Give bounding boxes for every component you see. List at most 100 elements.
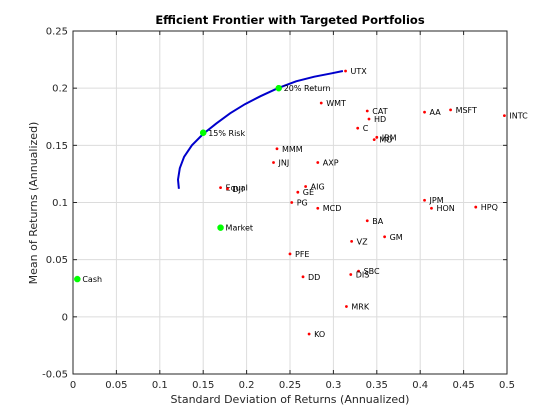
asset-marker: [316, 206, 320, 210]
asset-marker: [423, 110, 426, 114]
asset-marker: [350, 239, 354, 243]
asset-marker: [345, 305, 348, 308]
asset-label: Equal: [226, 184, 248, 193]
asset-point: MSFT: [449, 106, 477, 115]
asset-label: DJI: [233, 185, 244, 194]
asset-marker: [219, 186, 222, 190]
asset-label: WMT: [326, 99, 346, 108]
x-tick-label: 0: [70, 380, 76, 391]
asset-marker: [375, 135, 379, 139]
x-axis-label: Standard Deviation of Returns (Annualize…: [171, 393, 410, 406]
asset-label: GE: [303, 188, 314, 197]
asset-point: JPM: [423, 196, 444, 205]
asset-label: CAT: [372, 107, 387, 116]
asset-point: BA: [365, 217, 384, 226]
asset-marker: [502, 114, 506, 118]
asset-marker: [275, 147, 279, 151]
asset-point: PG: [290, 199, 308, 208]
asset-label: MO: [379, 136, 392, 145]
asset-marker: [301, 275, 305, 279]
asset-label: BA: [372, 217, 383, 226]
asset-marker: [290, 201, 294, 204]
asset-point: Equal: [219, 184, 248, 193]
asset-marker: [383, 235, 387, 239]
targeted-portfolio: 20% Return: [275, 84, 331, 93]
asset-label: SBC: [364, 267, 380, 276]
asset-point: DD: [301, 273, 320, 282]
x-tick-label: 0.35: [366, 380, 388, 391]
asset-point: MCD: [316, 204, 341, 213]
asset-marker: [474, 205, 478, 209]
asset-label: AXP: [323, 158, 339, 167]
y-tick-label: 0.2: [52, 84, 68, 95]
asset-label: GM: [390, 233, 403, 242]
asset-marker: [288, 252, 292, 256]
asset-point: AXP: [316, 158, 339, 167]
asset-label: MMM: [282, 145, 303, 154]
efficient-frontier-line: [176, 70, 344, 189]
asset-marker: [319, 101, 323, 105]
asset-point: MRK: [345, 303, 370, 312]
targeted-label: 15% Risk: [208, 129, 245, 138]
asset-point: CAT: [365, 107, 388, 116]
asset-point: KO: [307, 330, 325, 339]
targeted-marker: [217, 224, 224, 231]
asset-point: SBC: [357, 267, 380, 276]
asset-point: AIG: [304, 182, 325, 191]
y-tick-label: 0.25: [46, 27, 68, 38]
targeted-marker: [200, 129, 207, 136]
asset-label: PFE: [295, 250, 309, 259]
asset-label: INTC: [509, 112, 528, 121]
asset-marker: [304, 185, 308, 188]
asset-point: GE: [296, 188, 314, 197]
asset-point: DIS: [349, 271, 369, 280]
asset-label: IBM: [382, 133, 397, 142]
asset-point: AA: [423, 108, 441, 117]
asset-point: WMT: [319, 99, 346, 108]
x-tick-label: 0.4: [412, 380, 428, 391]
ticks: 0 0.05 0.1 0.15 0.2 0.25 0.3 0.35 0.4 0.45 0.5 -0.0…: [42, 27, 515, 392]
frontier-layer: [176, 70, 344, 189]
asset-marker: [349, 273, 353, 276]
asset-label: AA: [430, 108, 442, 117]
targeted-marker: [275, 84, 282, 92]
asset-point: VZ: [350, 237, 368, 246]
asset-point: MO: [372, 136, 392, 145]
asset-point: PFE: [288, 250, 309, 259]
asset-label: DD: [308, 273, 320, 282]
chart-title: Efficient Frontier with Targeted Portfol…: [155, 13, 425, 27]
asset-point: HD: [367, 115, 386, 124]
asset-point: INTC: [502, 112, 528, 121]
asset-marker: [372, 138, 376, 142]
x-tick-label: 0.05: [105, 380, 127, 391]
asset-point: IBM: [375, 133, 397, 142]
asset-label: DIS: [356, 271, 370, 280]
asset-label: PG: [297, 199, 308, 208]
asset-marker: [307, 332, 311, 336]
asset-marker: [430, 206, 433, 210]
x-tick-label: 0.25: [279, 380, 301, 391]
targeted-portfolio: 15% Risk: [200, 129, 245, 138]
asset-marker: [367, 117, 371, 121]
asset-marker: [296, 190, 300, 194]
asset-label: MCD: [323, 204, 342, 213]
asset-label: HPQ: [481, 203, 498, 212]
asset-label: AIG: [311, 182, 325, 191]
asset-marker: [423, 198, 426, 202]
asset-label: MRK: [351, 303, 369, 312]
asset-marker: [449, 108, 452, 112]
asset-label: JPM: [429, 196, 444, 205]
asset-label: JNJ: [278, 158, 290, 167]
asset-marker: [316, 161, 320, 164]
y-tick-label: 0: [62, 312, 68, 323]
asset-marker: [272, 161, 275, 164]
asset-label: MSFT: [456, 106, 477, 115]
asset-label: UTX: [351, 67, 368, 76]
asset-label: KO: [314, 330, 325, 339]
targeted-label: 20% Return: [284, 84, 331, 93]
y-axis-label: Mean of Returns (Annualized): [27, 122, 40, 285]
asset-point: C: [356, 124, 369, 133]
y-tick-label: 0.05: [46, 255, 68, 266]
